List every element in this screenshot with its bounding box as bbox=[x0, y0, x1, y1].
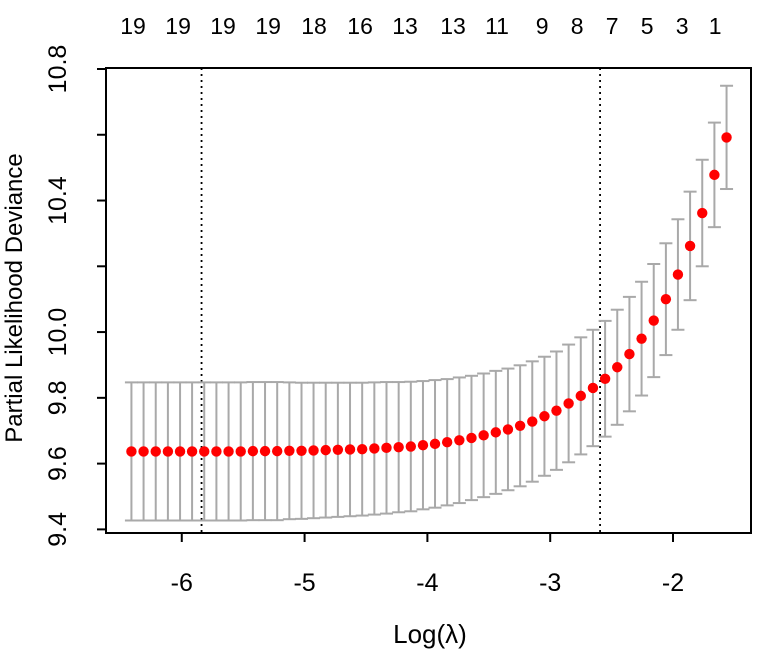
data-point bbox=[223, 446, 234, 457]
y-axis-tick-label: 9.6 bbox=[44, 446, 72, 481]
data-point bbox=[478, 430, 489, 441]
x-axis-tick-label: -4 bbox=[416, 569, 438, 597]
data-point bbox=[454, 435, 465, 446]
data-point bbox=[211, 446, 222, 457]
y-axis-tick-label: 9.4 bbox=[44, 512, 72, 547]
data-point bbox=[429, 438, 441, 450]
top-axis-df-label: 16 bbox=[347, 13, 373, 39]
data-point bbox=[563, 398, 574, 409]
data-point bbox=[575, 390, 586, 402]
plot-border bbox=[105, 67, 752, 534]
vlines-layer bbox=[200, 68, 601, 533]
data-point bbox=[721, 132, 732, 143]
x-axis-title: Log(λ) bbox=[393, 619, 467, 649]
data-point bbox=[466, 432, 477, 444]
data-point bbox=[490, 427, 502, 438]
top-axis-df-label: 1 bbox=[709, 13, 722, 39]
data-point bbox=[235, 446, 246, 457]
data-point bbox=[684, 240, 696, 252]
data-point bbox=[599, 373, 611, 384]
top-axis-df-label: 19 bbox=[165, 13, 191, 39]
data-point bbox=[709, 169, 720, 181]
top-axis-df-label: 7 bbox=[606, 13, 619, 39]
data-point bbox=[660, 293, 672, 305]
data-point bbox=[138, 446, 149, 457]
top-axis-df-label: 13 bbox=[440, 13, 466, 39]
data-point bbox=[296, 445, 307, 456]
data-point bbox=[381, 442, 392, 454]
data-point bbox=[417, 439, 429, 451]
data-point bbox=[332, 444, 344, 455]
data-point bbox=[441, 437, 453, 448]
data-point bbox=[247, 445, 259, 457]
data-point bbox=[174, 446, 186, 457]
data-point bbox=[648, 315, 659, 326]
data-point bbox=[150, 446, 161, 457]
y-axis-title: Partial Likelihood Deviance bbox=[1, 153, 28, 443]
y-axis-tick-label: 10.0 bbox=[44, 308, 72, 357]
top-axis-df-label: 19 bbox=[210, 13, 236, 39]
top-axis-df-label: 18 bbox=[301, 13, 327, 39]
top-axis-df-label: 11 bbox=[485, 13, 509, 39]
top-axis-df-label: 13 bbox=[392, 13, 418, 39]
data-point bbox=[624, 348, 635, 360]
x-axis-tick-label: -6 bbox=[171, 569, 193, 597]
top-axis-df-label: 5 bbox=[641, 13, 654, 39]
data-point bbox=[344, 444, 356, 455]
x-axis-tick-label: -2 bbox=[662, 569, 684, 597]
top-axis-df-label: 19 bbox=[120, 13, 146, 39]
data-point bbox=[356, 443, 368, 455]
x-axis-tick-label: -3 bbox=[539, 569, 561, 597]
data-point bbox=[271, 445, 283, 457]
data-point bbox=[612, 362, 623, 373]
data-point bbox=[502, 424, 514, 435]
y-axis-tick-label: 9.8 bbox=[44, 380, 72, 415]
data-point bbox=[672, 269, 684, 280]
top-axis-df-label: 9 bbox=[536, 13, 549, 39]
data-point bbox=[514, 420, 526, 431]
data-point bbox=[199, 446, 210, 457]
axes-layer: -6 -5 -4 -3 -29.49.69.810.010.410.819 19 19 19 1… bbox=[44, 13, 722, 597]
data-points-layer bbox=[126, 132, 732, 457]
data-point bbox=[551, 405, 562, 416]
data-point bbox=[636, 333, 647, 344]
top-axis-df-label: 3 bbox=[676, 13, 689, 39]
data-point bbox=[587, 382, 599, 394]
data-point bbox=[320, 444, 331, 456]
data-point bbox=[393, 441, 404, 453]
top-axis-df-label: 8 bbox=[571, 13, 584, 39]
data-point bbox=[186, 446, 198, 457]
data-point bbox=[527, 416, 538, 427]
plot-border-layer bbox=[105, 67, 752, 534]
y-axis-tick-label: 10.4 bbox=[44, 176, 72, 225]
x-axis-tick-label: -5 bbox=[293, 569, 315, 597]
top-axis-df-label: 19 bbox=[255, 13, 281, 39]
y-axis-tick-label: 10.8 bbox=[44, 45, 72, 94]
data-point bbox=[369, 443, 380, 454]
data-point bbox=[259, 445, 271, 457]
data-point bbox=[405, 441, 417, 452]
data-point bbox=[126, 446, 137, 457]
data-point bbox=[162, 446, 174, 457]
data-point bbox=[308, 445, 319, 456]
data-point bbox=[539, 411, 550, 422]
data-point bbox=[284, 445, 295, 456]
data-point bbox=[697, 207, 708, 219]
